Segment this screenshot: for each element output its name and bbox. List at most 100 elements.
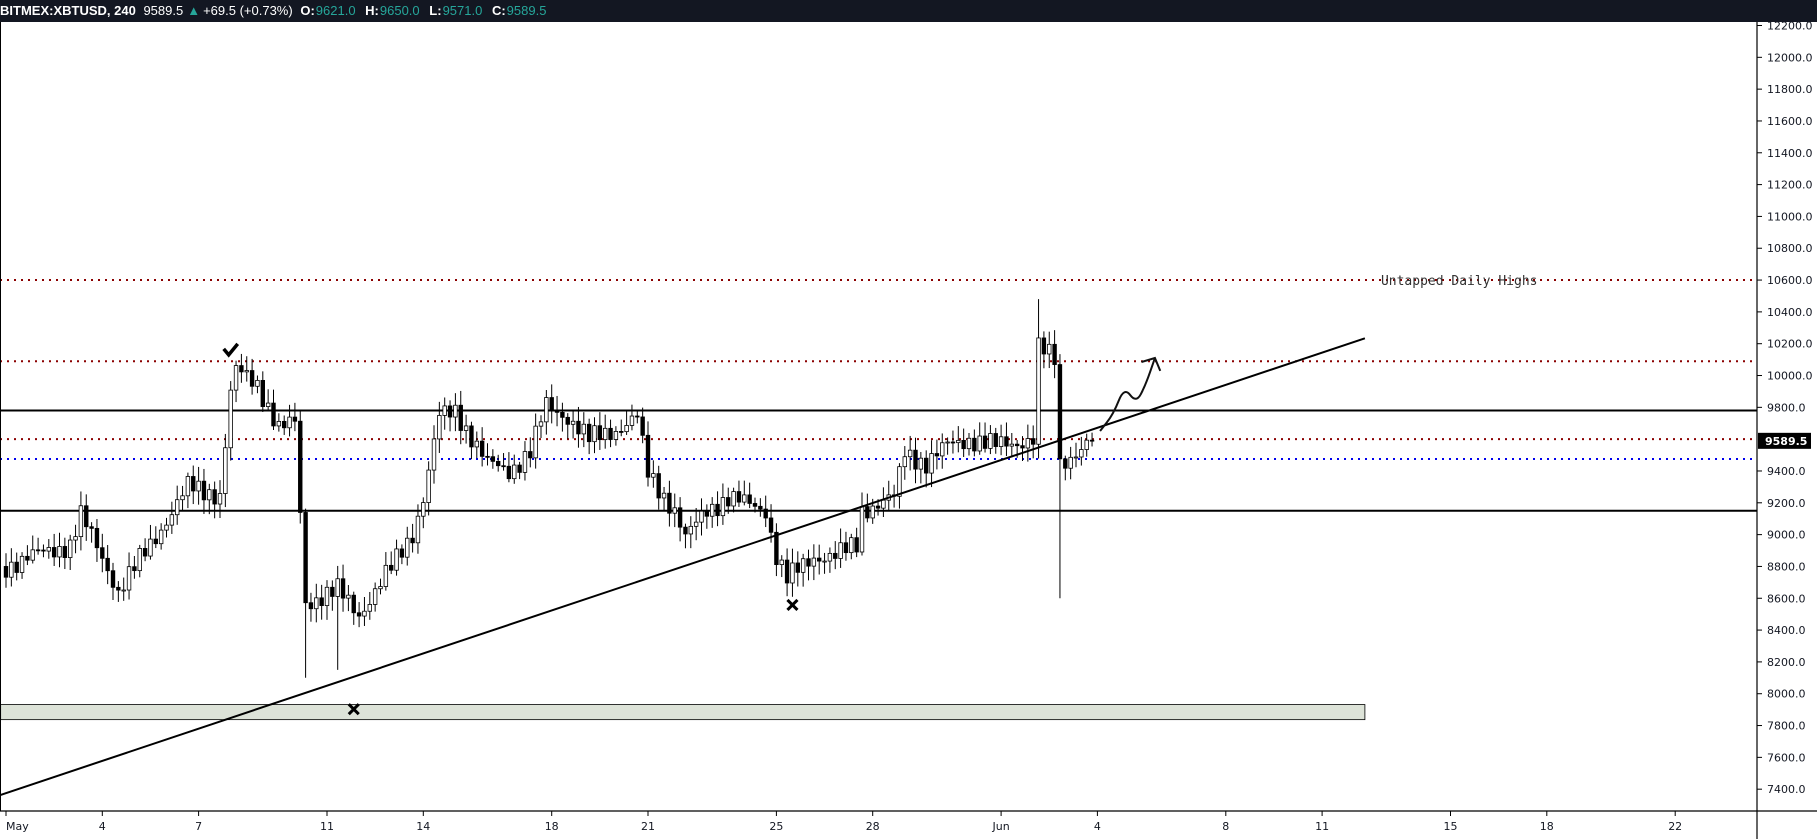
candle-up xyxy=(512,464,517,480)
candle-down xyxy=(506,465,512,480)
candle-down xyxy=(683,526,688,535)
candle-down xyxy=(100,547,105,559)
candle-up xyxy=(180,495,185,501)
candle-down xyxy=(116,586,121,591)
check-icon xyxy=(222,342,240,358)
candle-up xyxy=(672,507,677,514)
price-tick-label: 10600.0 xyxy=(1767,274,1813,287)
candle-up xyxy=(474,440,479,448)
candle-down xyxy=(1014,443,1020,447)
current-price-badge xyxy=(1758,432,1811,449)
time-tick-label: 11 xyxy=(1315,820,1329,833)
candle-down xyxy=(485,455,490,458)
time-axis xyxy=(0,811,1757,839)
candle-up xyxy=(603,427,608,441)
candle-down xyxy=(576,420,581,435)
candle-up xyxy=(346,594,351,599)
candle-down xyxy=(865,506,870,519)
candle-up xyxy=(217,493,223,505)
candle-up xyxy=(394,548,399,571)
arrow-head-icon xyxy=(1141,356,1162,372)
candle-down xyxy=(84,505,89,528)
triangle-up-icon: ▲ xyxy=(187,3,201,18)
candle-down xyxy=(35,549,41,552)
symbol-label[interactable]: BITMEX:XBTUSD, 240 xyxy=(0,3,136,18)
candle-down xyxy=(715,503,720,517)
candle-up xyxy=(849,537,854,554)
candle-down xyxy=(1031,438,1036,445)
untapped-highs-label: Untapped Daily Highs xyxy=(1381,274,1538,289)
candle-up xyxy=(945,441,950,444)
candle-down xyxy=(993,433,998,447)
candle-up xyxy=(437,415,442,440)
candle-up xyxy=(276,420,282,427)
time-tick-label: 4 xyxy=(99,820,106,833)
candle-down xyxy=(806,558,811,567)
price-tick-label: 9400.0 xyxy=(1767,465,1806,478)
candle-up xyxy=(902,456,907,468)
candle-up xyxy=(592,425,597,443)
candle-down xyxy=(758,505,763,510)
low-label: L: xyxy=(429,3,442,18)
candle-down xyxy=(619,431,624,433)
candle-down xyxy=(982,435,988,449)
candle-down xyxy=(41,549,46,552)
price-tick-label: 12000.0 xyxy=(1767,51,1813,64)
candle-down xyxy=(833,552,838,559)
candle-down xyxy=(51,547,57,558)
candle-up xyxy=(1079,449,1084,458)
candle-down xyxy=(677,507,683,528)
candle-up xyxy=(1047,343,1052,355)
time-tick-label: 25 xyxy=(769,820,783,833)
candle-up xyxy=(367,604,372,612)
candle-up xyxy=(314,597,319,610)
candle-up xyxy=(1036,337,1041,445)
candle-up xyxy=(148,538,153,557)
price-tick-label: 9800.0 xyxy=(1767,401,1806,414)
candle-down xyxy=(319,597,324,606)
candle-up xyxy=(897,466,902,497)
candle-up xyxy=(538,421,544,427)
price-axis xyxy=(1757,22,1817,839)
candle-down xyxy=(308,602,314,610)
candle-up xyxy=(742,494,747,503)
candle-up xyxy=(121,589,126,592)
candle-down xyxy=(854,537,859,553)
candle-down xyxy=(105,557,110,572)
candle-down xyxy=(817,557,822,562)
candle-down xyxy=(934,453,940,457)
candle-up xyxy=(731,491,736,507)
candle-down xyxy=(292,416,298,422)
candle-down xyxy=(924,457,929,474)
price-tick-label: 10400.0 xyxy=(1767,306,1813,319)
candle-down xyxy=(110,570,116,588)
candle-up xyxy=(988,433,993,449)
candle-up xyxy=(223,447,228,494)
candle-up xyxy=(372,588,378,605)
candle-down xyxy=(25,555,30,561)
candle-down xyxy=(608,427,613,440)
candle-down xyxy=(597,425,603,441)
candle-up xyxy=(442,405,447,416)
candle-up xyxy=(977,435,982,452)
candle-up xyxy=(383,564,389,587)
candle-down xyxy=(388,564,394,571)
candle-up xyxy=(859,506,865,553)
candle-down xyxy=(303,512,308,604)
candle-up xyxy=(196,480,201,492)
projection-arrow xyxy=(1099,357,1156,432)
candle-down xyxy=(774,531,779,565)
candle-down xyxy=(351,594,356,614)
candle-down xyxy=(747,494,752,504)
candle-down xyxy=(763,508,768,519)
candle-down xyxy=(3,566,9,578)
candle-down xyxy=(271,402,276,427)
candle-up xyxy=(720,497,726,517)
candle-down xyxy=(153,538,158,545)
x-mark-icon xyxy=(347,703,360,716)
price-tick-label: 8000.0 xyxy=(1767,688,1806,701)
candle-down xyxy=(528,451,533,459)
low-value: 9571.0 xyxy=(442,3,483,18)
candle-down xyxy=(340,578,346,599)
